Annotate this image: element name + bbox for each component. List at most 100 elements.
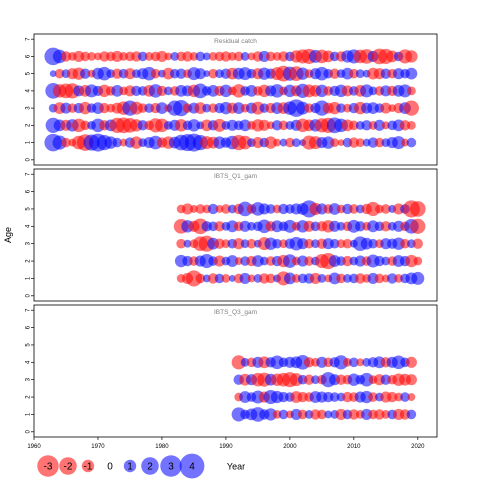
bubble-age2-1992 xyxy=(234,257,243,265)
bubble-age6-1997 xyxy=(265,51,276,62)
bubble-age1-2000 xyxy=(283,272,296,285)
bubble-age5-1975 xyxy=(124,68,136,80)
legend-label: 0 xyxy=(107,462,113,473)
bubble-age4-2003 xyxy=(303,357,315,368)
bubble-age2-1995 xyxy=(252,255,264,267)
legend-bubble xyxy=(160,455,182,477)
bubble-age2-1980 xyxy=(155,118,169,133)
bubble-age1-2016 xyxy=(387,273,398,284)
bubble-age2-1999 xyxy=(278,120,289,131)
bubble-age1-1993 xyxy=(238,135,252,150)
bubble-age2-1989 xyxy=(213,118,227,132)
bubble-age3-1983 xyxy=(176,238,186,249)
legend-bubble xyxy=(59,457,77,475)
bubble-age2-2007 xyxy=(329,392,340,402)
y-tick-label: 2 xyxy=(26,123,32,127)
bubble-age5-1984 xyxy=(181,203,194,215)
y-tick-label: 5 xyxy=(26,71,32,75)
bubble-age3-1994 xyxy=(246,238,257,249)
panels: Residual catch 0 1 2 3 4 5 6 7 IBTS_Q1_gam 0 1 2 3 4 5 6… xyxy=(26,33,438,450)
bubble-age4-1980 xyxy=(156,85,168,97)
bubble-age1-2000 xyxy=(285,137,295,148)
bubble-age1-1997 xyxy=(265,273,276,284)
bubble-age3-1986 xyxy=(194,102,207,115)
y-tick-label: 3 xyxy=(26,241,32,245)
bubble-age4-2019 xyxy=(407,86,416,96)
bubble-age5-2019 xyxy=(405,67,418,80)
x-tick-label: 2010 xyxy=(347,444,361,450)
bubble-age2-2019 xyxy=(407,393,416,401)
bubble-age3-2013 xyxy=(368,238,378,249)
bubble-age5-2002 xyxy=(296,67,309,80)
bubble-age3-1989 xyxy=(214,238,225,249)
y-tick-label: 1 xyxy=(26,140,32,144)
bubble-age1-2011 xyxy=(355,138,365,147)
bubble-age1-2006 xyxy=(324,410,333,419)
bubble-age4-2018 xyxy=(398,84,412,98)
bubble-age2-2018 xyxy=(399,120,411,131)
x-tick-label: 1970 xyxy=(91,444,105,450)
bubble-age6-1965 xyxy=(60,51,72,62)
legend: -3 -2 -1 0 1 2 3 4 Year xyxy=(37,453,245,479)
bubble-age3-1992 xyxy=(232,102,245,115)
bubble-age2-1991 xyxy=(226,255,239,267)
bubble-age2-1968 xyxy=(80,120,90,131)
bubble-age2-2018 xyxy=(400,392,410,402)
bubble-age1-1994 xyxy=(247,274,256,283)
y-tick-label: 6 xyxy=(26,189,32,193)
bubble-age5-2010 xyxy=(349,68,359,79)
bubble-age3-1980 xyxy=(156,102,168,115)
bubble-age1-2014 xyxy=(374,137,385,148)
y-tick-label: 1 xyxy=(26,276,32,280)
y-tick-label: 3 xyxy=(26,377,32,381)
bubble-age5-1989 xyxy=(215,205,224,213)
bubble-age1-2005 xyxy=(317,409,327,420)
bubble-age4-2011 xyxy=(355,221,366,232)
y-tick-label: 7 xyxy=(26,172,32,176)
y-tick-label: 2 xyxy=(26,259,32,263)
bubble-age2-2019 xyxy=(407,120,416,130)
bubble-age6-1992 xyxy=(233,51,244,62)
legend-label: 4 xyxy=(189,462,195,473)
bubble-age1-2017 xyxy=(392,136,406,150)
bubble-age3-1971 xyxy=(99,102,110,114)
y-tick-label: 5 xyxy=(26,343,32,347)
legend-label: -2 xyxy=(64,462,73,473)
legend-bubble xyxy=(179,453,205,479)
bubble-age6-1968 xyxy=(80,51,90,62)
bubble-age1-1991 xyxy=(228,275,236,282)
bubble-age1-2010 xyxy=(348,137,360,148)
bubble-age5-1971 xyxy=(97,66,112,81)
x-tick-label: 1980 xyxy=(155,444,169,450)
bubble-age2-1996 xyxy=(258,119,270,131)
bubble-age3-1992 xyxy=(233,238,245,250)
bubble-age5-2020 xyxy=(409,201,426,217)
bubble-age1-1998 xyxy=(273,138,282,147)
panel-title: Residual catch xyxy=(214,38,257,45)
legend-label: -1 xyxy=(84,462,93,473)
bubble-age6-1969 xyxy=(87,52,96,61)
bubble-age3-2003 xyxy=(303,374,315,385)
bubble-age3-2018 xyxy=(400,238,410,249)
bubble-age5-1987 xyxy=(203,70,211,78)
bubble-age6-2019 xyxy=(405,50,418,63)
bubble-age1-1965 xyxy=(61,137,71,148)
bubble-age5-1986 xyxy=(194,68,206,80)
bubble-age2-2019 xyxy=(405,254,418,268)
bubble-age5-1983 xyxy=(175,68,187,79)
bubble-age6-1990 xyxy=(220,51,232,62)
bubble-age4-1989 xyxy=(214,221,225,232)
bubble-age3-2012 xyxy=(359,372,374,387)
panel-frame xyxy=(33,168,438,302)
bubble-age2-1985 xyxy=(187,119,201,132)
bubble-age1-2019 xyxy=(406,409,417,420)
bubble-age1-2010 xyxy=(348,409,360,420)
bubble-age6-1993 xyxy=(240,52,250,61)
bubble-age4-2019 xyxy=(405,356,417,368)
bubble-age4-1973 xyxy=(111,84,124,97)
x-tick-label: 1960 xyxy=(27,444,41,450)
y-tick-label: 7 xyxy=(26,308,32,312)
y-tick-label: 1 xyxy=(26,412,32,416)
bubble-age3-2003 xyxy=(304,238,314,249)
